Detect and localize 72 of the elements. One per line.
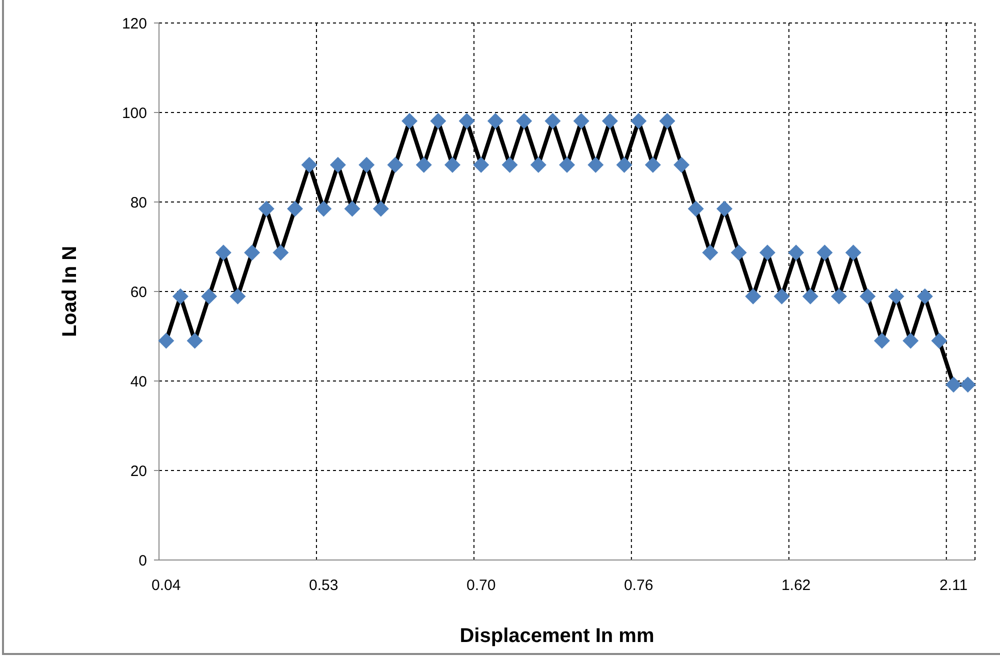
x-tick-label: 0.76 [624, 577, 654, 594]
point [730, 244, 747, 261]
point [759, 244, 776, 261]
point [802, 288, 818, 304]
point [544, 113, 561, 130]
y-tick-label: 20 [130, 462, 147, 480]
point [344, 200, 360, 217]
point [616, 156, 632, 173]
point [774, 288, 790, 304]
point [573, 113, 590, 130]
y-tick-label: 40 [130, 373, 147, 390]
point [244, 244, 260, 261]
point [559, 156, 575, 173]
y-tick-label: 80 [130, 194, 147, 212]
point [473, 156, 490, 173]
x-tick-label: 0.04 [152, 577, 181, 594]
x-tick-label: 0.70 [466, 577, 496, 594]
point [516, 113, 532, 130]
point [659, 113, 676, 130]
point [716, 200, 732, 217]
point [874, 332, 890, 349]
point [831, 288, 847, 304]
point [688, 200, 704, 217]
point [330, 156, 346, 173]
point [588, 156, 604, 173]
point [158, 332, 174, 349]
x-tick-label: 0.53 [309, 577, 338, 594]
x-tick-label: 2.11 [939, 577, 968, 594]
point [816, 244, 833, 261]
point [201, 288, 218, 304]
point [430, 113, 446, 130]
point [258, 200, 274, 217]
y-tick-label: 120 [122, 15, 147, 32]
point [860, 288, 876, 304]
point [172, 288, 188, 304]
point [931, 332, 948, 349]
point [372, 200, 389, 217]
point [916, 288, 933, 304]
point [287, 200, 303, 217]
point [745, 288, 762, 304]
point [387, 156, 404, 173]
point [416, 156, 432, 173]
point [602, 113, 618, 130]
point [788, 244, 804, 261]
point [358, 156, 375, 173]
point [644, 156, 661, 173]
point [316, 200, 332, 217]
y-tick-label: 100 [122, 104, 147, 122]
point [272, 244, 289, 261]
point [301, 156, 318, 173]
point [888, 288, 904, 304]
point [674, 156, 690, 173]
point [186, 332, 203, 349]
y-tick-label: 60 [130, 284, 147, 301]
point [502, 156, 518, 173]
x-axis-title: Displacement In mm [460, 625, 654, 647]
point [215, 244, 232, 261]
point [845, 244, 862, 261]
point [230, 288, 246, 304]
point [702, 244, 718, 261]
point [960, 376, 976, 393]
point [902, 332, 919, 349]
point [444, 156, 460, 173]
y-axis-title: Load In N [59, 246, 81, 338]
point [458, 113, 475, 130]
point [946, 376, 962, 393]
y-tick-label: 0 [138, 552, 147, 570]
point [487, 113, 504, 130]
point [630, 113, 647, 130]
point [402, 113, 418, 130]
x-tick-label: 1.62 [781, 577, 811, 594]
point [530, 156, 546, 173]
